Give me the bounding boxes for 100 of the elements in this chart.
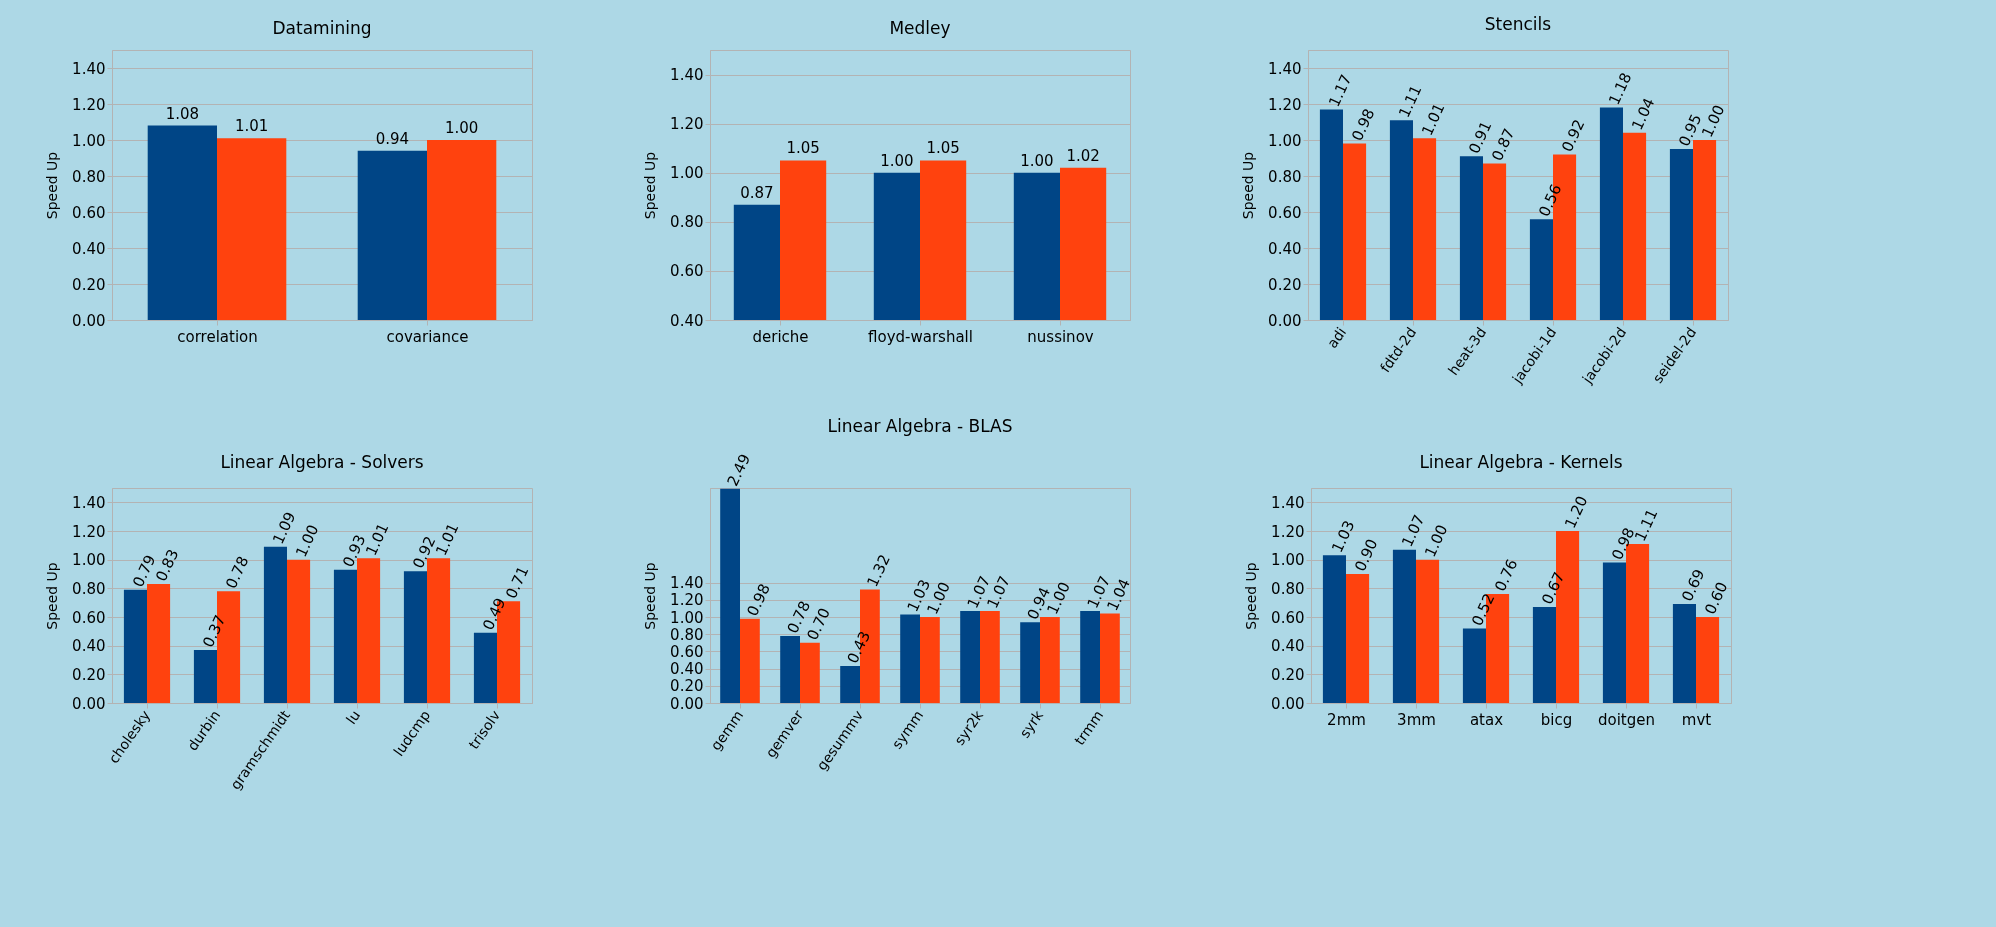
chart-title: Linear Algebra - Solvers: [220, 452, 424, 472]
y-tick-label: 0.80: [1271, 579, 1305, 598]
data-label: 1.00: [1020, 151, 1054, 170]
data-label: 0.56: [1534, 181, 1566, 220]
bar: [1529, 219, 1553, 320]
y-tick-label: 1.00: [670, 608, 704, 627]
y-axis-title: Speed Up: [1243, 562, 1260, 630]
bar: [333, 569, 357, 703]
y-tick-label: 0.00: [1268, 311, 1302, 330]
bar: [900, 614, 920, 703]
y-tick-label: 1.40: [1268, 59, 1302, 78]
bar: [1100, 613, 1120, 703]
bar: [1672, 604, 1696, 703]
bar: [840, 666, 860, 703]
data-label: 0.87: [740, 183, 774, 202]
chart-title: Stencils: [1484, 14, 1552, 34]
x-tick-label: lu: [342, 707, 364, 727]
x-tick-label: deriche: [752, 327, 809, 346]
x-tick-label: bicg: [1540, 710, 1573, 729]
y-tick-label: 1.00: [72, 551, 106, 570]
y-axis-title: Speed Up: [44, 562, 61, 630]
bar: [123, 589, 147, 703]
bar: [287, 559, 311, 703]
y-tick-label: 0.60: [670, 262, 704, 281]
y-tick-label: 0.80: [72, 167, 106, 186]
y-tick-label: 0.20: [72, 275, 106, 294]
data-label: 1.05: [786, 139, 820, 158]
data-label: 0.67: [1537, 569, 1569, 608]
bar: [920, 617, 940, 703]
y-axis-title: Speed Up: [642, 562, 659, 630]
bar: [1080, 610, 1100, 703]
bar: [357, 150, 427, 320]
y-tick-label: 0.80: [670, 625, 704, 644]
bar: [217, 138, 287, 320]
bar: [1322, 555, 1346, 703]
y-tick-label: 0.00: [72, 694, 106, 713]
data-label: 1.00: [444, 119, 479, 137]
bar: [1392, 549, 1416, 703]
y-tick-label: 1.20: [1268, 95, 1302, 114]
bar: [1040, 617, 1060, 703]
data-label: 0.78: [222, 553, 253, 592]
data-label: 1.05: [926, 139, 960, 158]
y-tick-label: 1.40: [72, 59, 106, 78]
y-tick-label: 0.00: [72, 311, 106, 330]
x-tick-label: covariance: [386, 327, 469, 346]
bar: [1483, 163, 1507, 320]
bar: [427, 140, 497, 320]
bar: [1319, 109, 1343, 320]
bar: [740, 618, 760, 703]
y-tick-label: 0.40: [670, 311, 704, 330]
y-tick-label: 0.00: [670, 694, 704, 713]
y-tick-label: 1.20: [670, 115, 704, 134]
bar: [1459, 156, 1483, 320]
y-tick-label: 0.60: [670, 642, 704, 661]
bar: [1623, 132, 1647, 320]
bar: [193, 649, 217, 703]
x-tick-label: nussinov: [1027, 327, 1094, 346]
bar: [720, 488, 740, 703]
y-tick-label: 1.00: [72, 131, 106, 150]
x-tick-label: doitgen: [1597, 710, 1656, 729]
data-label: 2.49: [723, 451, 755, 490]
y-tick-label: 1.40: [1271, 493, 1305, 512]
y-tick-label: 0.60: [1271, 608, 1305, 627]
chart-title: Linear Algebra - Kernels: [1419, 452, 1623, 472]
y-tick-label: 0.40: [1271, 637, 1305, 656]
y-tick-label: 0.00: [1271, 694, 1305, 713]
y-tick-label: 0.40: [72, 637, 106, 656]
bar: [1669, 149, 1693, 320]
bar: [403, 571, 427, 703]
bar: [1343, 143, 1367, 320]
y-tick-label: 0.80: [72, 579, 106, 598]
y-tick-label: 1.20: [72, 522, 106, 541]
x-tick-label: 2mm: [1327, 710, 1366, 729]
y-tick-label: 1.00: [670, 164, 704, 183]
data-label: 0.94: [375, 129, 410, 148]
bar: [1696, 617, 1720, 703]
chart-title: Datamining: [272, 18, 372, 38]
y-tick-label: 0.20: [72, 665, 106, 684]
chart-title: Linear Algebra - BLAS: [827, 416, 1013, 437]
x-tick-label: floyd-warshall: [868, 327, 973, 346]
bar: [147, 125, 217, 320]
bar: [800, 642, 820, 703]
bar: [780, 635, 800, 703]
bar: [263, 546, 287, 703]
y-axis-title: Speed Up: [1240, 151, 1257, 220]
y-tick-label: 1.20: [1271, 522, 1305, 541]
bar: [1599, 107, 1623, 320]
y-tick-label: 0.80: [670, 213, 704, 232]
x-tick-label: adi: [1323, 324, 1350, 352]
x-tick-label: 3mm: [1397, 710, 1436, 729]
bar: [1020, 622, 1040, 703]
bar: [1389, 120, 1413, 320]
data-label: 1.20: [1561, 493, 1592, 532]
bar: [1602, 562, 1626, 703]
bar: [1346, 574, 1370, 703]
y-tick-label: 0.60: [72, 203, 106, 222]
bar: [1462, 628, 1486, 703]
data-label: 1.08: [165, 104, 200, 123]
y-tick-label: 0.20: [1271, 665, 1305, 684]
y-axis-title: Speed Up: [642, 151, 659, 220]
